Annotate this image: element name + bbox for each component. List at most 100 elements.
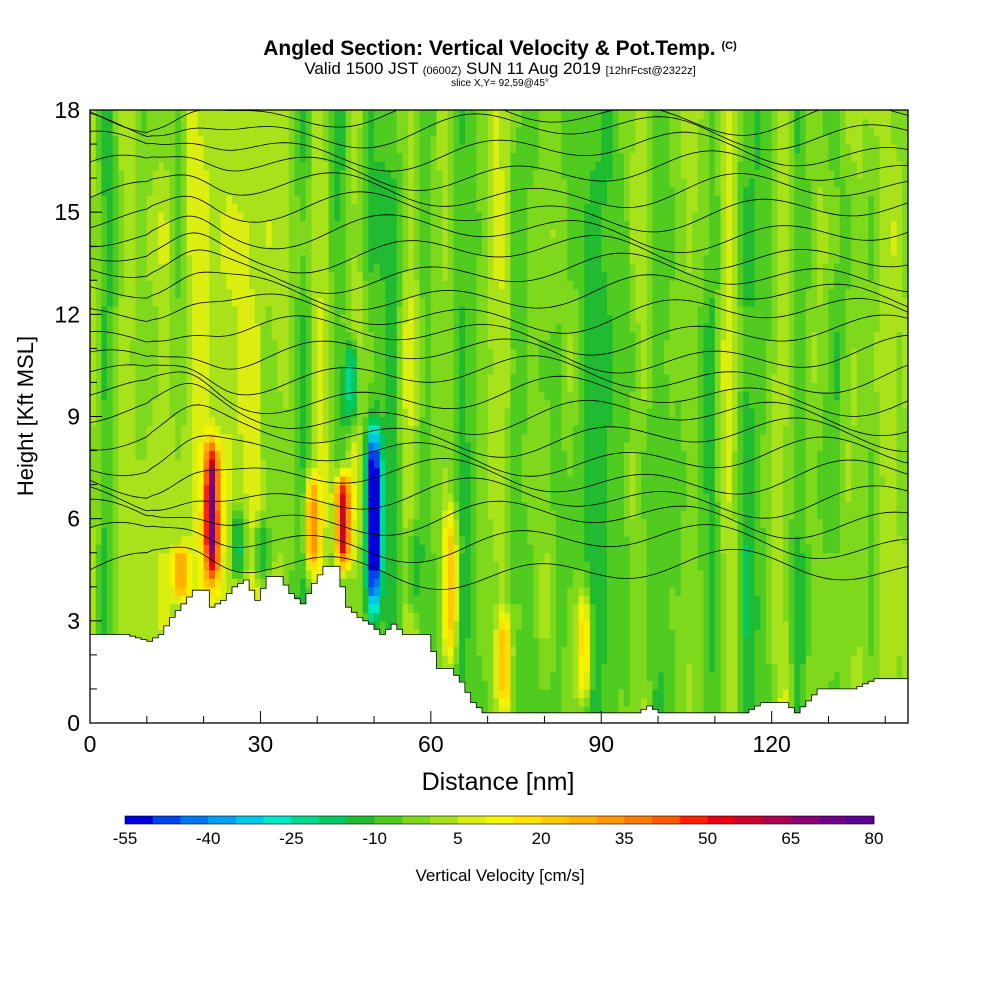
velocity-cell <box>396 152 404 307</box>
velocity-cell <box>516 127 523 605</box>
colorbar-tick-label: -40 <box>196 829 221 848</box>
velocity-cell <box>760 433 767 528</box>
velocity-cell <box>95 544 102 723</box>
velocity-cell <box>419 544 426 562</box>
velocity-cell <box>692 110 699 213</box>
velocity-cell <box>300 161 307 222</box>
velocity-cell <box>430 110 438 137</box>
x-tick-label: 30 <box>248 731 274 757</box>
velocity-cell <box>720 552 727 723</box>
velocity-cell <box>822 212 830 264</box>
isentrope-line <box>90 214 908 254</box>
velocity-cell <box>220 212 227 273</box>
isentrope-line <box>90 477 908 519</box>
velocity-cell <box>623 535 631 707</box>
velocity-cell <box>311 467 318 477</box>
velocity-cell <box>510 110 517 154</box>
velocity-cell <box>141 135 148 460</box>
velocity-cell <box>402 271 409 324</box>
velocity-cell <box>351 425 358 435</box>
x-tick-label: 90 <box>588 731 614 757</box>
velocity-cell <box>459 305 466 537</box>
velocity-cell <box>646 680 653 723</box>
isentrope-line <box>90 355 908 396</box>
velocity-cell <box>459 535 466 554</box>
velocity-cell <box>561 646 568 723</box>
velocity-cell <box>339 365 347 426</box>
slice-label: slice X,Y= 92,59@45° <box>451 78 549 89</box>
velocity-cell <box>214 544 222 562</box>
velocity-cell <box>374 399 381 418</box>
velocity-cell <box>419 416 426 545</box>
velocity-cell <box>629 263 636 332</box>
velocity-cell <box>152 169 159 307</box>
velocity-cell <box>345 450 352 469</box>
velocity-cell <box>260 322 267 460</box>
velocity-cell <box>118 110 125 171</box>
velocity-cell <box>232 305 239 503</box>
velocity-cell <box>601 663 608 723</box>
velocity-cell <box>129 365 137 723</box>
velocity-cell <box>351 203 358 256</box>
velocity-cell <box>271 110 279 341</box>
velocity-cell <box>203 561 210 571</box>
velocity-cell <box>129 339 137 367</box>
x-tick-label: 120 <box>752 731 790 757</box>
velocity-cell <box>447 493 455 503</box>
velocity-cell <box>646 407 653 682</box>
velocity-cell <box>362 280 369 418</box>
velocity-cell <box>720 390 727 554</box>
velocity-cell <box>584 595 591 605</box>
velocity-cell <box>220 271 227 435</box>
velocity-cell <box>680 510 688 723</box>
velocity-cell <box>226 288 233 435</box>
velocity-cell <box>374 416 381 426</box>
velocity-cell <box>362 433 369 452</box>
velocity-cell <box>868 127 875 196</box>
y-axis: 0 3 6 9 12 15 18 <box>54 97 102 736</box>
velocity-cell <box>902 407 908 545</box>
velocity-cell <box>237 518 244 545</box>
velocity-cell <box>447 535 455 630</box>
velocity-cell <box>504 629 511 699</box>
isentrope-line <box>90 172 908 208</box>
velocity-cell <box>334 544 341 554</box>
velocity-cell <box>447 110 455 494</box>
velocity-cell <box>254 322 262 511</box>
velocity-cell <box>413 280 421 426</box>
velocity-cell <box>300 493 307 554</box>
velocity-cell <box>533 637 540 723</box>
velocity-cell <box>379 433 386 460</box>
velocity-cell <box>334 459 341 469</box>
velocity-cell <box>879 476 886 486</box>
velocity-cell <box>499 629 506 690</box>
velocity-cell <box>851 110 858 162</box>
velocity-cell <box>356 425 364 545</box>
velocity-cell <box>237 501 244 511</box>
velocity-cell <box>243 518 250 571</box>
velocity-cell <box>862 118 869 723</box>
isentrope-line <box>90 150 908 191</box>
velocity-cell <box>669 586 676 630</box>
velocity-cell <box>623 442 631 537</box>
velocity-cell <box>538 339 546 392</box>
velocity-cell <box>504 705 511 716</box>
velocity-cell <box>572 569 580 605</box>
velocity-cell <box>90 527 97 673</box>
velocity-cell <box>220 467 227 554</box>
velocity-cell <box>158 161 165 213</box>
velocity-cell <box>800 110 807 554</box>
velocity-cell <box>845 144 852 196</box>
velocity-cell <box>788 518 795 665</box>
velocity-cell <box>555 322 563 723</box>
velocity-cell <box>129 110 137 341</box>
colorbar-swatch <box>374 816 403 824</box>
velocity-cell <box>413 425 421 520</box>
velocity-cell <box>328 459 335 494</box>
velocity-cell <box>873 390 881 723</box>
velocity-cell <box>703 493 710 723</box>
velocity-cell <box>675 595 682 723</box>
isentrope-line <box>90 293 908 334</box>
velocity-cell <box>180 110 188 426</box>
velocity-cell <box>288 110 296 571</box>
